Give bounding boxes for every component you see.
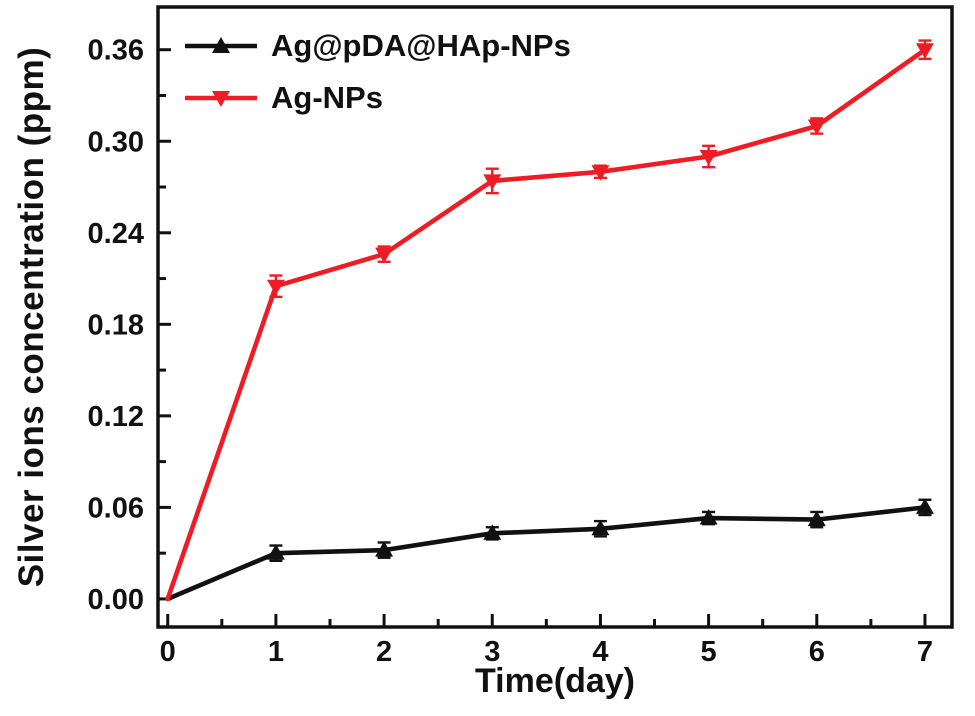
legend-key-triangle-down-icon: [185, 91, 257, 107]
plot-frame: [156, 5, 954, 629]
legend-label: Ag-NPs: [271, 80, 383, 115]
series-markers: [266, 43, 934, 296]
legend-item: Ag@pDA@HAp-NPs: [183, 20, 571, 72]
triangle-down-marker: [266, 279, 285, 296]
triangle-down-marker: [699, 150, 718, 166]
triangle-down-marker: [915, 43, 934, 59]
x-tick-label: 2: [376, 636, 392, 668]
x-tick-label: 5: [701, 636, 717, 668]
triangle-down-marker: [483, 174, 502, 190]
y-tick-label: 0.12: [88, 401, 144, 433]
triangle-down-marker: [591, 165, 610, 181]
legend: Ag@pDA@HAp-NPs Ag-NPs: [183, 20, 571, 124]
y-tick-label: 0.24: [88, 218, 144, 250]
y-tick-label: 0.06: [88, 492, 144, 524]
triangle-up-marker: [483, 524, 502, 540]
legend-label: Ag@pDA@HAp-NPs: [271, 28, 571, 63]
triangle-down-marker: [807, 119, 826, 135]
series-1: [165, 39, 934, 602]
y-tick-label: 0.00: [88, 584, 144, 616]
x-tick-label: 1: [268, 636, 284, 668]
triangle-down-marker: [375, 247, 394, 264]
x-tick-label: 0: [160, 636, 176, 668]
legend-item: Ag-NPs: [183, 72, 571, 124]
x-tick-label: 4: [592, 636, 608, 668]
series-line: [165, 505, 928, 602]
triangle-up-marker: [915, 498, 934, 514]
x-tick-label: 7: [917, 636, 933, 668]
x-tick-label: 6: [809, 636, 825, 668]
series-0: [165, 498, 934, 602]
series-line: [165, 47, 928, 602]
y-tick-label: 0.18: [88, 309, 144, 341]
x-tick-label: 3: [484, 636, 500, 668]
triangle-up-marker: [591, 519, 610, 536]
series-markers: [266, 498, 934, 560]
axis-ticks: [159, 48, 927, 626]
y-axis-label: Silver ions concentration (ppm): [12, 46, 51, 588]
y-tick-label: 0.36: [88, 35, 144, 67]
triangle-up-marker: [807, 510, 826, 527]
triangle-up-marker: [266, 544, 285, 560]
y-tick-labels: 0.00 0.06 0.12 0.18 0.24 0.30 0.36: [88, 35, 144, 616]
y-tick-label: 0.30: [88, 126, 144, 158]
x-tick-labels: 0 1 2 3 4 5 6 7: [160, 636, 933, 668]
legend-key-triangle-up-icon: [185, 37, 257, 53]
x-axis-label: Time(day): [475, 662, 635, 700]
triangle-up-marker: [699, 509, 718, 525]
triangle-up-marker: [375, 541, 394, 557]
